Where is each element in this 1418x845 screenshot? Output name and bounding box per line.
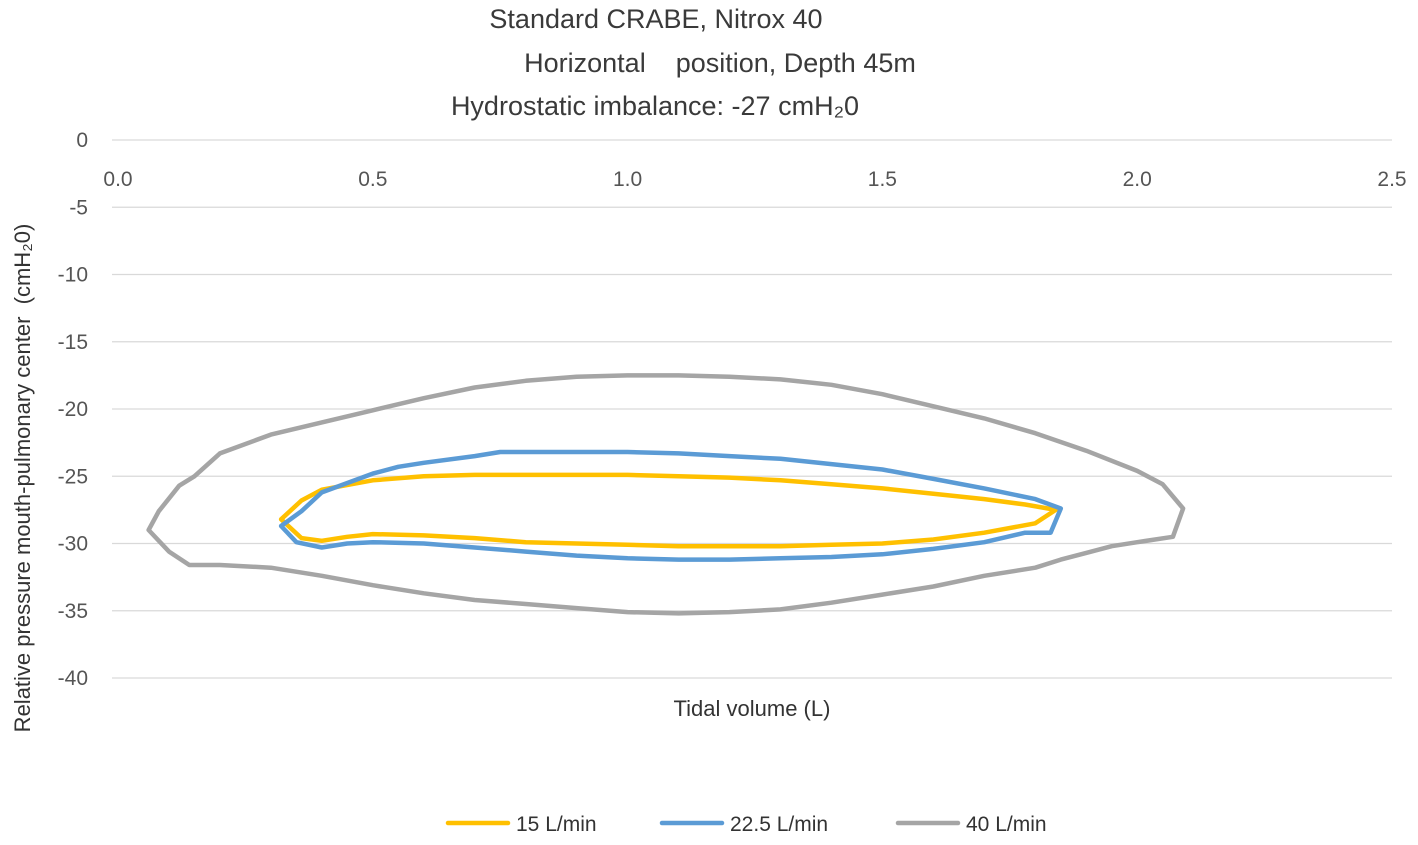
y-tick-label: -40 xyxy=(58,667,88,690)
y-axis-label: Relative pressure mouth-pulmonary center… xyxy=(10,224,35,733)
legend-label-1: 15 L/min xyxy=(516,813,597,836)
x-tick-label: 1.0 xyxy=(613,168,642,191)
series-line-3 xyxy=(146,373,1186,616)
title-line-3: Hydrostatic imbalance: -27 cmH₂0 xyxy=(451,91,859,121)
y-tick-label: -35 xyxy=(58,600,88,623)
y-tick-label: -20 xyxy=(58,398,88,421)
legend-label-2: 22.5 L/min xyxy=(730,813,828,836)
x-tick-label: 0.0 xyxy=(103,168,132,191)
x-axis-ticks: 0.0 0.5 1.0 1.5 2.0 2.5 xyxy=(103,168,1406,191)
legend: 15 L/min 22.5 L/min 40 L/min xyxy=(445,813,1047,836)
x-tick-label: 2.5 xyxy=(1377,168,1406,191)
series-line-1 xyxy=(278,472,1058,549)
y-tick-label: -5 xyxy=(69,196,88,219)
x-tick-label: 2.0 xyxy=(1123,168,1152,191)
x-axis-label: Tidal volume (L) xyxy=(674,696,831,721)
y-tick-label: -15 xyxy=(58,331,88,354)
gridlines xyxy=(112,139,1392,679)
series-line-2 xyxy=(278,449,1064,562)
y-tick-label: -30 xyxy=(58,533,88,556)
y-axis-ticks: 0 -5 -10 -15 -20 -25 -30 -35 -40 xyxy=(58,129,88,690)
legend-label-3: 40 L/min xyxy=(966,813,1047,836)
chart-title: Standard CRABE, Nitrox 40 Horizontal pos… xyxy=(451,4,916,121)
x-tick-label: 1.5 xyxy=(868,168,897,191)
title-line-1: Standard CRABE, Nitrox 40 xyxy=(489,4,822,34)
title-line-2: Horizontal position, Depth 45m xyxy=(524,48,916,78)
y-tick-label: 0 xyxy=(76,129,88,152)
x-tick-label: 0.5 xyxy=(358,168,387,191)
y-tick-label: -10 xyxy=(58,264,88,287)
y-tick-label: -25 xyxy=(58,465,88,488)
series-group xyxy=(146,373,1186,616)
